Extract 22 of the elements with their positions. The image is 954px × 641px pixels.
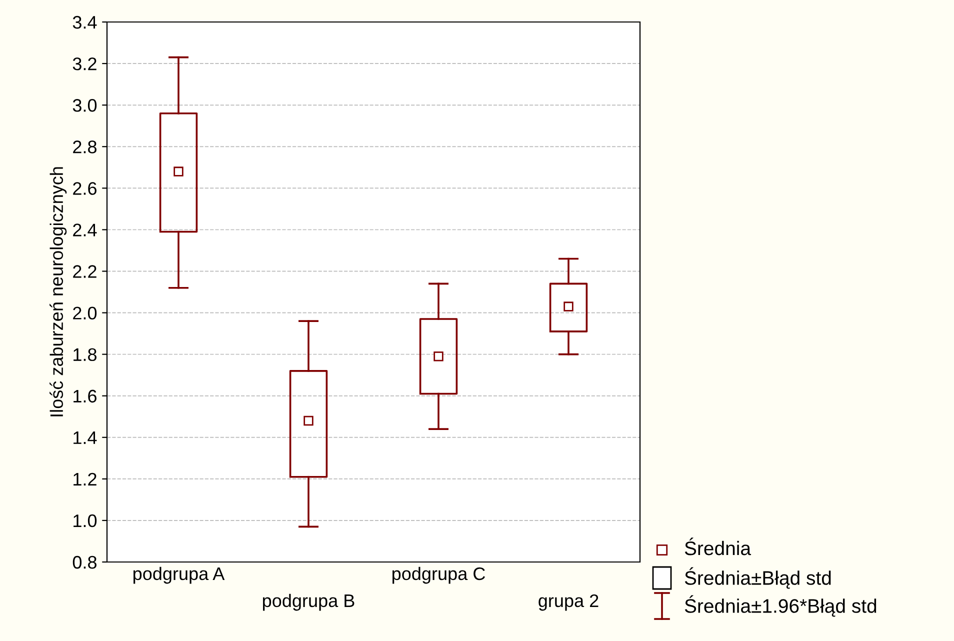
y-tick-label: 1.6	[74, 390, 96, 403]
x-tick-label: podgrupa C	[392, 566, 485, 584]
y-tick-label: 1.0	[74, 514, 97, 528]
x-tick-label: grupa 2	[538, 594, 598, 611]
y-tick-label: 2.8	[73, 140, 96, 154]
x-tick-label: podgrupa A	[133, 566, 225, 584]
y-tick-label: 1.8	[74, 348, 96, 362]
x-tick-label: podgrupa B	[262, 594, 354, 611]
y-tick-label: 2.2	[73, 265, 96, 278]
y-tick-label: 2.0	[73, 306, 97, 320]
y-tick-label: 3.4	[72, 16, 97, 29]
y-tick-label: 1.4	[74, 432, 97, 444]
y-tick-label: 0.8	[72, 556, 96, 569]
y-tick-label: 2.6	[73, 182, 96, 195]
y-tick-label: 3.2	[72, 57, 96, 70]
y-tick-label: 3.0	[72, 99, 97, 112]
text: Średnia±Błąd std	[684, 567, 831, 589]
y-axis-title: Ilość zaburzeń neurologicznych	[50, 167, 67, 416]
y-tick-label: 2.4	[73, 224, 97, 236]
y-tick-label: 1.2	[74, 472, 96, 486]
text: Średnia	[684, 538, 752, 556]
text: Średnia±1.96*Błąd std	[684, 595, 876, 617]
